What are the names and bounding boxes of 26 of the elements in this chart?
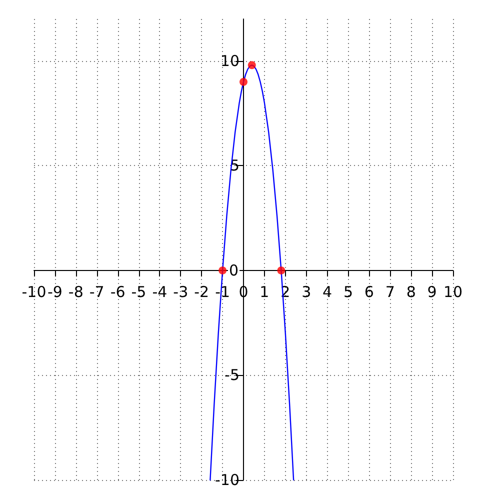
x-tick-label: 9: [427, 282, 437, 301]
point: [218, 266, 227, 274]
x-tick-label: -9: [47, 282, 62, 301]
x-tick-label: 4: [322, 282, 332, 301]
x-tick-label: -7: [89, 282, 104, 301]
x-tick-label: 3: [302, 282, 312, 301]
x-tick-label: 6: [364, 282, 374, 301]
point: [277, 266, 286, 274]
x-tick-label: -5: [131, 282, 146, 301]
y-tick-label: -5: [224, 366, 240, 384]
x-tick-label: 8: [406, 282, 416, 301]
x-tick-label: -2: [194, 282, 210, 301]
y-tick-label: 0: [228, 261, 238, 280]
x-tick-label: -3: [173, 282, 188, 301]
x-tick-label: 10: [443, 282, 463, 301]
x-tick-label: -10: [22, 282, 46, 301]
x-tick-label: -8: [68, 282, 84, 301]
point: [248, 61, 256, 70]
y-tick-label: 10: [220, 52, 240, 70]
x-tick-label: -6: [110, 282, 126, 301]
point: [240, 78, 248, 86]
x-tick-label: 7: [385, 282, 395, 301]
x-tick-label: -4: [152, 282, 168, 301]
y-tick-label: -10: [215, 471, 240, 489]
x-tick-label: 5: [343, 282, 354, 301]
x-tick-label: 1: [260, 282, 270, 301]
